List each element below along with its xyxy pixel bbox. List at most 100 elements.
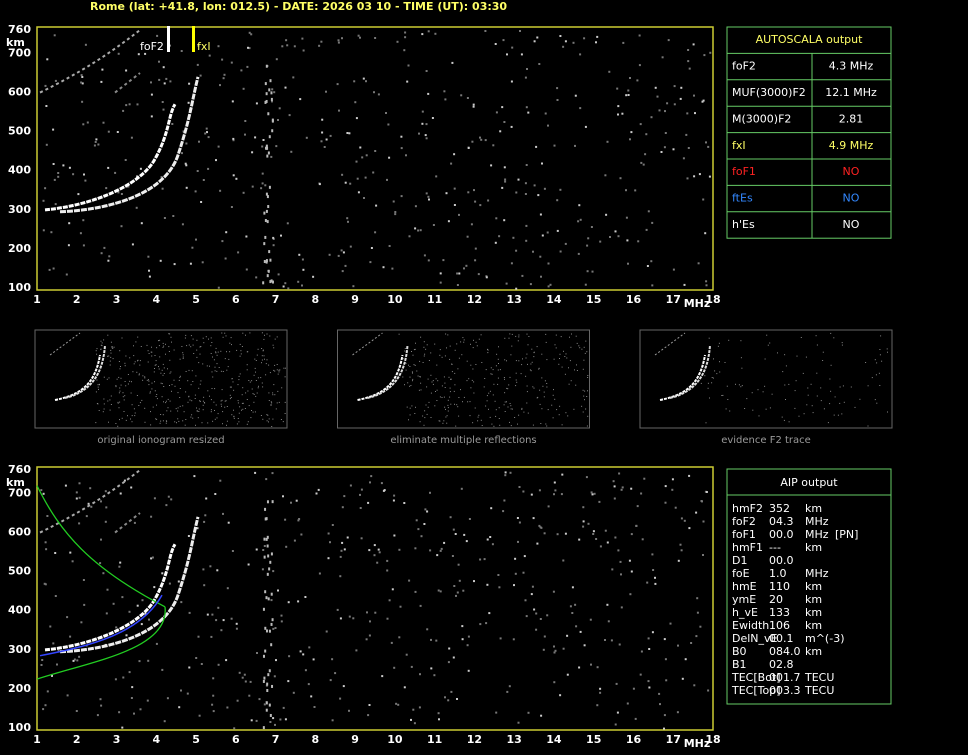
noise-dot: [590, 663, 592, 666]
noise-dot: [447, 334, 449, 336]
noise-dot: [230, 337, 232, 339]
noise-dot: [238, 671, 241, 674]
noise-dot: [526, 402, 528, 404]
noise-dot: [465, 540, 468, 543]
noise-dot: [578, 345, 580, 347]
noise-dot: [191, 414, 193, 416]
noise-dot: [165, 402, 167, 404]
noise-dot: [514, 572, 517, 575]
noise-dot: [210, 353, 212, 354]
noise-dot: [454, 403, 455, 405]
noise-dot: [684, 658, 687, 661]
noise-dot: [264, 100, 267, 104]
noise-dot: [830, 390, 832, 392]
noise-dot: [423, 346, 425, 348]
noise-dot: [151, 556, 154, 559]
noise-dot: [527, 344, 529, 346]
y-unit: km: [6, 36, 25, 49]
noise-dot: [460, 389, 461, 391]
noise-dot: [129, 380, 131, 382]
noise-dot: [707, 689, 710, 692]
noise-dot: [271, 426, 273, 427]
noise-dot: [264, 358, 265, 360]
noise-dot: [226, 369, 228, 371]
noise-dot: [263, 555, 266, 559]
noise-dot: [137, 53, 140, 56]
noise-dot: [102, 411, 104, 413]
noise-dot: [579, 630, 582, 633]
noise-dot: [725, 408, 727, 410]
noise-dot: [460, 94, 463, 97]
noise-dot: [290, 150, 293, 153]
noise-dot: [312, 275, 315, 278]
noise-dot: [196, 356, 198, 358]
noise-dot: [426, 413, 428, 415]
noise-dot: [815, 335, 817, 337]
noise-dot: [279, 369, 281, 371]
noise-dot: [525, 375, 527, 377]
noise-dot: [100, 538, 102, 541]
noise-dot: [256, 354, 258, 356]
noise-dot: [466, 644, 469, 647]
noise-dot: [266, 689, 269, 693]
noise-dot: [269, 560, 272, 564]
noise-dot: [251, 380, 253, 382]
noise-dot: [479, 204, 482, 207]
noise-dot: [136, 175, 139, 178]
noise-dot: [651, 221, 654, 224]
noise-dot: [517, 340, 519, 342]
noise-dot: [532, 517, 535, 520]
noise-dot: [168, 333, 170, 335]
noise-dot: [400, 195, 403, 198]
noise-dot: [263, 545, 266, 547]
noise-dot: [820, 387, 822, 389]
noise-dot: [408, 235, 411, 238]
thumbnail-frame: [337, 329, 590, 429]
noise-dot: [867, 385, 869, 387]
noise-dot: [199, 383, 201, 385]
noise-dot: [98, 355, 100, 357]
noise-dot: [123, 399, 125, 401]
noise-dot: [587, 237, 590, 240]
noise-dot: [125, 69, 128, 72]
noise-dot: [796, 355, 798, 357]
noise-dot: [442, 259, 445, 262]
noise-dot: [98, 388, 99, 390]
noise-dot: [124, 395, 126, 397]
noise-dot: [178, 706, 181, 709]
noise-dot: [738, 384, 740, 386]
noise-dot: [569, 360, 571, 362]
noise-dot: [645, 228, 648, 231]
noise-dot: [529, 283, 532, 286]
x-tick-label: 14: [546, 293, 562, 306]
noise-dot: [509, 421, 510, 423]
noise-dot: [277, 589, 279, 592]
noise-dot: [574, 144, 576, 147]
noise-dot: [469, 415, 471, 417]
noise-dot: [567, 415, 569, 417]
aip-cell: TECU: [804, 684, 834, 697]
noise-dot: [261, 568, 264, 571]
noise-dot: [224, 358, 226, 360]
noise-dot: [231, 344, 232, 346]
noise-dot: [554, 489, 557, 492]
noise-dot: [428, 401, 430, 403]
noise-dot: [217, 145, 220, 148]
noise-dot: [182, 354, 184, 356]
noise-dot: [148, 379, 149, 381]
noise-dot: [100, 704, 103, 707]
noise-dot: [68, 166, 71, 169]
noise-dot: [425, 123, 428, 126]
noise-dot: [179, 397, 181, 398]
noise-dot: [400, 135, 403, 138]
noise-dot: [558, 363, 560, 365]
noise-dot: [313, 706, 316, 708]
noise-dot: [697, 262, 700, 265]
noise-dot: [752, 409, 754, 411]
noise-dot: [418, 132, 420, 135]
noise-dot: [262, 726, 265, 730]
noise-dot: [455, 594, 457, 597]
noise-dot: [155, 364, 157, 366]
noise-dot: [570, 346, 572, 348]
noise-dot: [340, 249, 343, 252]
